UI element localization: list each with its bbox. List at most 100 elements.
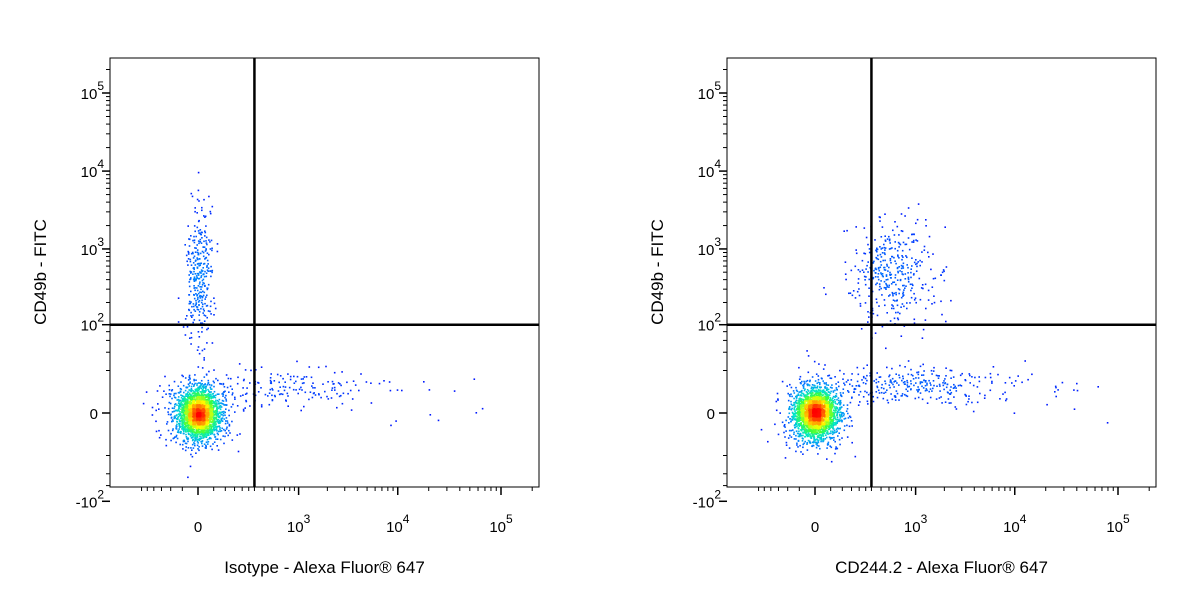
event-dot	[800, 399, 803, 402]
event-dot	[876, 257, 878, 260]
event-dot	[213, 419, 215, 422]
event-dot	[228, 423, 231, 426]
event-dot	[820, 434, 823, 436]
event-dot	[211, 247, 213, 250]
event-dot	[287, 373, 289, 375]
event-dot	[897, 254, 899, 256]
event-dot	[798, 378, 801, 380]
event-dot	[198, 408, 200, 411]
event-dot	[874, 268, 877, 270]
event-dot	[221, 427, 223, 430]
event-dot	[864, 252, 867, 255]
event-dot	[832, 395, 835, 398]
event-dot	[802, 434, 804, 437]
event-dot	[915, 301, 917, 304]
event-dot	[219, 411, 221, 413]
event-dot	[797, 427, 799, 429]
event-dot	[169, 402, 172, 405]
event-dot	[182, 422, 184, 424]
event-dot	[791, 404, 794, 407]
event-dot	[214, 409, 217, 412]
event-dot	[194, 374, 196, 376]
event-dot	[190, 264, 193, 266]
event-dot	[333, 386, 336, 389]
event-dot	[222, 382, 225, 385]
event-dot	[210, 300, 212, 303]
event-dot	[189, 260, 192, 263]
event-dot	[202, 303, 204, 306]
plot-frame	[726, 57, 1157, 488]
event-dot	[815, 446, 818, 449]
event-dot	[841, 415, 843, 418]
event-dot	[326, 395, 328, 398]
event-dot	[907, 237, 910, 239]
event-dot	[171, 420, 173, 423]
event-dot	[797, 406, 800, 409]
event-dot	[906, 381, 909, 384]
event-dot	[215, 438, 217, 440]
event-dot	[913, 292, 915, 295]
event-dot	[874, 276, 877, 278]
event-dot	[886, 238, 889, 240]
event-dot	[225, 428, 228, 430]
event-dot	[775, 400, 778, 403]
event-dot	[828, 374, 831, 377]
event-dot	[206, 294, 208, 297]
event-dot	[931, 390, 933, 392]
event-dot	[208, 406, 210, 408]
event-dot	[197, 285, 200, 287]
event-dot	[803, 423, 805, 425]
event-dot	[915, 222, 917, 225]
event-dot	[866, 374, 868, 377]
event-dot	[824, 390, 826, 393]
event-dot	[854, 388, 857, 390]
event-dot	[861, 269, 864, 271]
event-dot	[184, 397, 186, 400]
event-dot	[217, 379, 219, 382]
event-dots	[142, 171, 484, 479]
event-dot	[839, 417, 842, 419]
event-dot	[182, 426, 184, 428]
event-dot	[184, 334, 187, 336]
event-dot	[178, 431, 180, 434]
event-dot	[933, 366, 935, 369]
event-dot	[798, 435, 801, 438]
event-dot	[915, 259, 917, 261]
event-dot	[207, 393, 209, 396]
event-dot	[884, 235, 886, 237]
event-dot	[207, 267, 210, 269]
event-dot	[193, 405, 196, 408]
event-dot	[835, 406, 837, 408]
event-dot	[916, 262, 918, 265]
event-dot	[204, 298, 206, 300]
event-dot	[193, 408, 196, 411]
event-dot	[939, 390, 941, 392]
event-dot	[211, 408, 214, 411]
event-dot	[888, 295, 890, 297]
event-dot	[834, 422, 837, 425]
event-dot	[204, 390, 206, 393]
event-dot	[201, 237, 203, 239]
event-dot	[196, 394, 199, 396]
event-dot	[193, 285, 195, 287]
event-dot	[221, 393, 223, 395]
event-dot	[949, 389, 951, 391]
event-dot	[877, 268, 880, 270]
event-dot	[899, 312, 901, 315]
event-dot	[178, 423, 181, 426]
event-dot	[192, 321, 194, 324]
event-dot	[879, 220, 881, 222]
x-tick-label: 103	[287, 512, 311, 536]
event-dot	[940, 396, 942, 398]
event-dot	[889, 271, 891, 274]
event-dot	[827, 391, 830, 393]
event-dot	[157, 403, 159, 405]
event-dot	[198, 299, 201, 302]
event-dot	[206, 399, 209, 402]
event-dot	[906, 264, 908, 266]
event-dot	[269, 388, 272, 391]
event-dot	[174, 397, 177, 399]
event-dot	[360, 373, 362, 375]
event-dot	[300, 409, 302, 412]
